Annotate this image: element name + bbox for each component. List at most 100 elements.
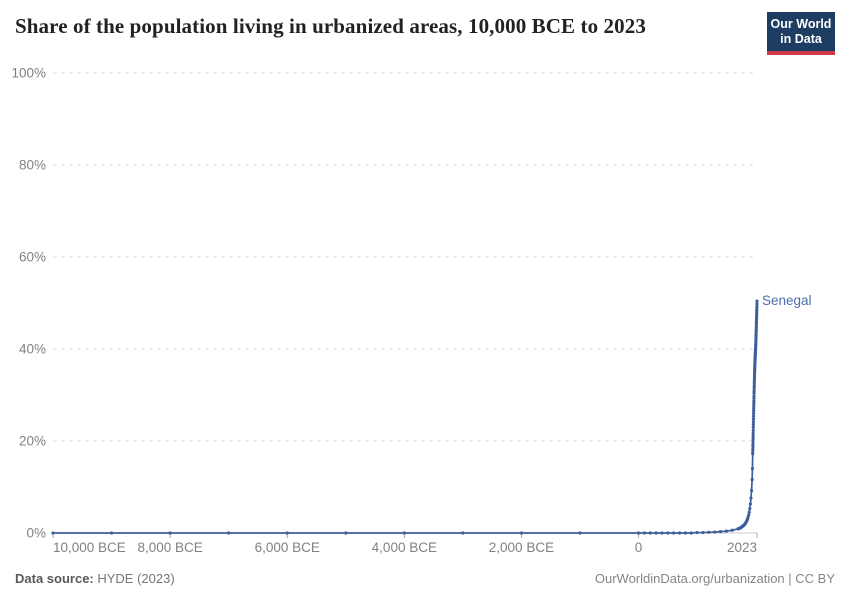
- series-point[interactable]: [755, 311, 759, 315]
- page-title: Share of the population living in urbani…: [15, 14, 646, 38]
- series-point[interactable]: [660, 531, 664, 535]
- series-point[interactable]: [752, 389, 756, 393]
- series-point[interactable]: [752, 406, 756, 410]
- owid-logo[interactable]: Our World in Data: [767, 12, 835, 55]
- series-point[interactable]: [748, 507, 752, 511]
- series-point[interactable]: [730, 528, 734, 532]
- series-point[interactable]: [752, 384, 756, 388]
- series-point[interactable]: [461, 531, 465, 535]
- series-point[interactable]: [751, 414, 756, 418]
- series-point[interactable]: [666, 531, 670, 535]
- series-point[interactable]: [751, 447, 755, 451]
- owid-logo-line1: Our World: [770, 17, 832, 31]
- data-source-text: Data source: HYDE (2023): [15, 571, 175, 586]
- series-point[interactable]: [227, 531, 231, 535]
- x-tick-label: 0: [635, 540, 643, 555]
- series-point[interactable]: [724, 529, 728, 533]
- series-point[interactable]: [755, 305, 759, 309]
- series-point[interactable]: [344, 531, 348, 535]
- series-point[interactable]: [109, 531, 114, 535]
- series-points[interactable]: [51, 299, 759, 535]
- series-point[interactable]: [751, 449, 755, 454]
- series-point[interactable]: [748, 502, 752, 506]
- series-point[interactable]: [754, 319, 759, 323]
- entity-label[interactable]: Senegal: [762, 293, 812, 308]
- series-point[interactable]: [285, 531, 289, 535]
- series-point[interactable]: [636, 531, 641, 535]
- chart-footer: Data source: HYDE (2023) OurWorldinData.…: [15, 567, 835, 589]
- series-point[interactable]: [749, 489, 754, 493]
- series-point[interactable]: [689, 531, 693, 535]
- y-tick-label: 60%: [19, 250, 46, 265]
- series-point[interactable]: [755, 299, 759, 303]
- series-point[interactable]: [707, 530, 711, 534]
- series-point[interactable]: [578, 531, 582, 535]
- series-point[interactable]: [752, 411, 756, 415]
- y-tick-label: 80%: [19, 158, 46, 173]
- series-point[interactable]: [749, 496, 753, 500]
- series-point[interactable]: [402, 531, 406, 535]
- chart-area[interactable]: 0% 20% 40% 60% 80% 100% 10,000 BCE 8,000 BCE 6,0…: [0, 58, 850, 558]
- series-point[interactable]: [754, 323, 758, 328]
- x-tick-label: 6,000 BCE: [255, 540, 320, 555]
- series-point[interactable]: [751, 425, 755, 429]
- series-point[interactable]: [752, 396, 756, 400]
- series-point[interactable]: [654, 531, 658, 535]
- footer-link[interactable]: OurWorldinData.org/urbanization | CC BY: [594, 570, 835, 586]
- x-tick-label: 8,000 BCE: [137, 540, 202, 555]
- series-point[interactable]: [642, 531, 647, 535]
- series-point[interactable]: [755, 307, 759, 311]
- series-point[interactable]: [752, 391, 756, 395]
- series-point[interactable]: [754, 315, 759, 319]
- series-point[interactable]: [752, 403, 756, 408]
- series-point[interactable]: [713, 530, 717, 534]
- series-point[interactable]: [677, 531, 682, 535]
- x-tick-label: 4,000 BCE: [372, 540, 437, 555]
- series-point[interactable]: [752, 401, 756, 405]
- series-point[interactable]: [752, 399, 756, 403]
- y-tick-label: 0%: [26, 526, 46, 541]
- series-point[interactable]: [718, 530, 723, 534]
- series-point[interactable]: [752, 394, 756, 398]
- x-tick-label: 2,000 BCE: [489, 540, 554, 555]
- series-point[interactable]: [747, 510, 751, 514]
- series-point[interactable]: [751, 431, 755, 435]
- series-point[interactable]: [751, 420, 756, 424]
- chart-svg[interactable]: 0% 20% 40% 60% 80% 100% 10,000 BCE 8,000 BCE 6,0…: [0, 58, 850, 558]
- series-line[interactable]: [53, 301, 758, 534]
- series-point[interactable]: [752, 381, 756, 386]
- series-point[interactable]: [701, 530, 705, 535]
- series-point[interactable]: [755, 302, 759, 306]
- series-point[interactable]: [51, 531, 55, 535]
- series-point[interactable]: [751, 439, 755, 444]
- series-point[interactable]: [672, 531, 676, 535]
- series-point[interactable]: [750, 467, 755, 471]
- series-point[interactable]: [168, 531, 172, 535]
- series-point[interactable]: [648, 531, 652, 535]
- series-point[interactable]: [683, 531, 687, 535]
- x-tick-label: 2023: [727, 540, 757, 555]
- series-point[interactable]: [752, 375, 757, 379]
- series-point[interactable]: [751, 442, 755, 446]
- series-point[interactable]: [519, 531, 524, 535]
- series-point[interactable]: [695, 530, 699, 535]
- series-point[interactable]: [751, 452, 755, 456]
- series-point[interactable]: [750, 478, 754, 482]
- series-point[interactable]: [751, 437, 755, 441]
- data-source-label: Data source:: [15, 570, 94, 586]
- series-point[interactable]: [752, 379, 756, 383]
- series-point[interactable]: [747, 513, 751, 517]
- series-point[interactable]: [751, 422, 755, 427]
- series-point[interactable]: [752, 377, 757, 381]
- data-source-value: HYDE (2023): [93, 570, 175, 586]
- series-point[interactable]: [751, 434, 755, 438]
- y-tick-label: 40%: [19, 342, 46, 357]
- series-point[interactable]: [751, 428, 755, 433]
- y-tick-label: 100%: [11, 66, 46, 81]
- series-point[interactable]: [751, 417, 756, 421]
- series-point[interactable]: [752, 386, 756, 390]
- series-point[interactable]: [754, 328, 758, 332]
- series-point[interactable]: [752, 409, 756, 413]
- series-point[interactable]: [751, 444, 755, 449]
- owid-logo-line2: in Data: [780, 32, 822, 46]
